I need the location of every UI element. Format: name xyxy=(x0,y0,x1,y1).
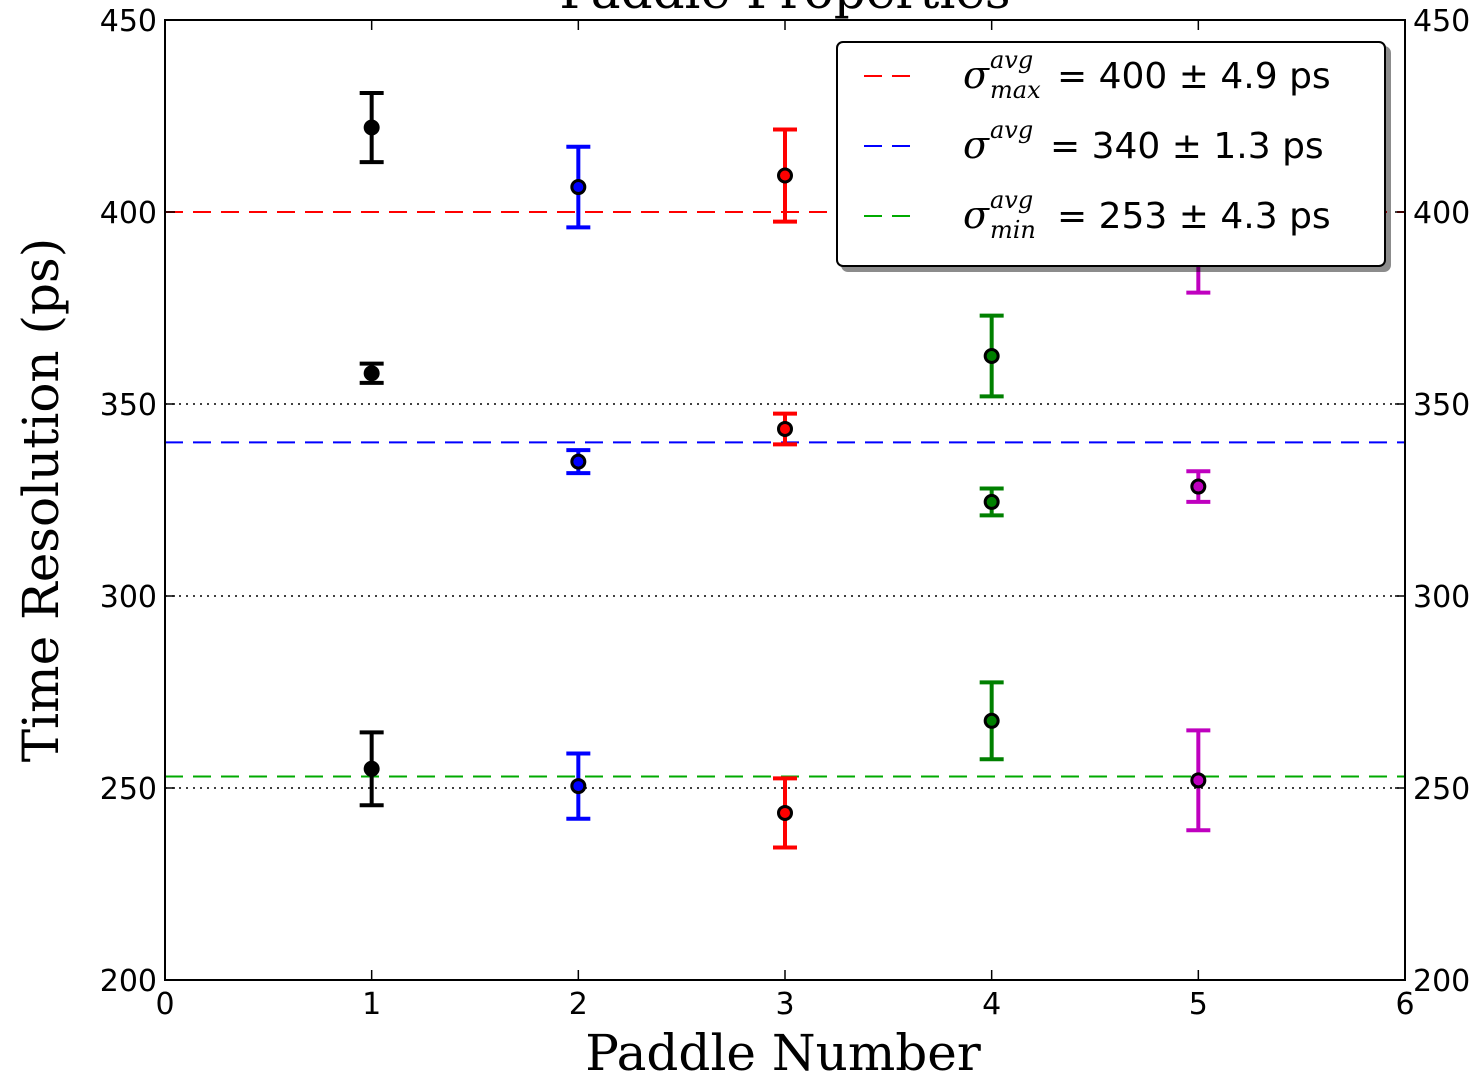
marker xyxy=(985,350,998,363)
y-tick-label: 300 xyxy=(100,580,157,615)
marker xyxy=(1192,480,1205,493)
data-point xyxy=(980,316,1004,397)
y-tick-label: 250 xyxy=(100,772,157,807)
x-tick-label: 6 xyxy=(1395,987,1414,1022)
marker xyxy=(779,169,792,182)
legend-superscript: avg xyxy=(990,116,1033,144)
y-tick-label-right: 350 xyxy=(1413,388,1470,423)
y-tick-label-right: 300 xyxy=(1413,580,1470,615)
marker xyxy=(365,121,378,134)
y-tick-label: 400 xyxy=(100,196,157,231)
x-tick-label: 3 xyxy=(775,987,794,1022)
y-tick-label-right: 450 xyxy=(1413,4,1470,39)
data-point xyxy=(1186,730,1210,830)
marker xyxy=(365,367,378,380)
x-tick-label: 5 xyxy=(1189,987,1208,1022)
data-point xyxy=(980,488,1004,515)
data-point xyxy=(1186,471,1210,502)
data-point xyxy=(773,129,797,221)
data-point xyxy=(980,682,1004,759)
legend-sigma: σ xyxy=(963,123,990,167)
y-axis-title: Time Resolution (ps) xyxy=(12,238,70,762)
legend-sigma: σ xyxy=(963,193,990,237)
y-tick-label-right: 400 xyxy=(1413,196,1470,231)
data-point xyxy=(566,753,590,818)
marker xyxy=(572,455,585,468)
data-point xyxy=(360,732,384,805)
x-tick-label: 0 xyxy=(155,987,174,1022)
marker xyxy=(779,422,792,435)
y-tick-label-right: 200 xyxy=(1413,964,1470,999)
x-tick-label: 1 xyxy=(362,987,381,1022)
marker xyxy=(779,806,792,819)
marker xyxy=(365,762,378,775)
legend-sigma: σ xyxy=(963,53,990,97)
marker xyxy=(572,181,585,194)
data-point xyxy=(773,414,797,445)
data-point xyxy=(566,147,590,228)
x-axis-title: Paddle Number xyxy=(585,1024,981,1081)
marker xyxy=(985,495,998,508)
y-tick-label-right: 250 xyxy=(1413,772,1470,807)
y-tick-label: 450 xyxy=(100,4,157,39)
y-tick-label: 350 xyxy=(100,388,157,423)
marker xyxy=(1192,774,1205,787)
legend-superscript: avg xyxy=(990,46,1033,74)
legend-label: = 340 ± 1.3 ps xyxy=(1050,126,1324,167)
reference-lines xyxy=(165,212,1405,776)
x-tick-label: 2 xyxy=(569,987,588,1022)
data-point xyxy=(566,450,590,473)
data-point xyxy=(360,364,384,383)
data-point xyxy=(360,93,384,162)
legend-subscript: min xyxy=(990,216,1036,244)
legend-subscript: max xyxy=(990,76,1041,104)
legend-superscript: avg xyxy=(990,186,1033,214)
legend-label: = 253 ± 4.3 ps xyxy=(1057,196,1331,237)
chart-title: Paddle Properties xyxy=(559,0,1010,20)
marker xyxy=(985,714,998,727)
y-tick-label: 200 xyxy=(100,964,157,999)
legend-label: = 400 ± 4.9 ps xyxy=(1057,56,1331,97)
grid-lines xyxy=(165,404,1405,788)
data-point xyxy=(773,778,797,847)
x-tick-label: 4 xyxy=(982,987,1001,1022)
marker xyxy=(572,780,585,793)
